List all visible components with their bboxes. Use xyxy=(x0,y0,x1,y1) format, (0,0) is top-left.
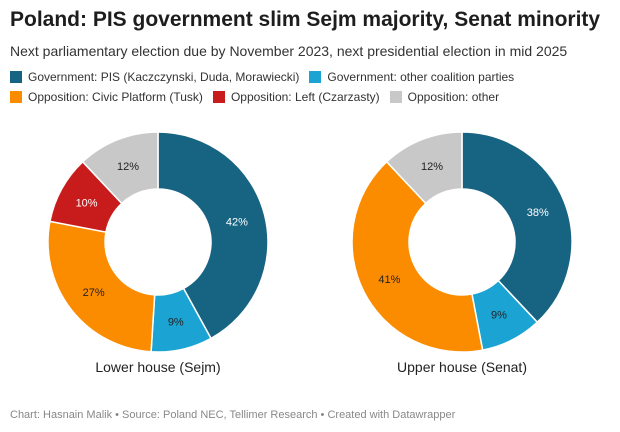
senat-slice-label-0: 38% xyxy=(527,207,549,219)
legend: Government: PIS (Kaczczynski, Duda, Mora… xyxy=(10,69,610,105)
sejm-slice-2 xyxy=(47,220,156,353)
legend-swatch-coalition xyxy=(309,71,322,83)
chart-footer: Chart: Hasnain Malik • Source: Poland NE… xyxy=(10,409,456,421)
chart-area: 42% 9% 27% 10% 12% Lower house (Sejm) 38% 9% 41%… xyxy=(0,120,620,390)
senat-slice-label-3: 12% xyxy=(421,161,443,173)
senat-slice-label-1: 9% xyxy=(491,310,507,322)
legend-item-coalition: Government: other coalition parties xyxy=(309,69,514,85)
sejm-slice-label-2: 27% xyxy=(83,287,105,299)
legend-label-civic-platform: Opposition: Civic Platform (Tusk) xyxy=(28,90,203,104)
chart-subtitle: Next parliamentary election due by Novem… xyxy=(10,43,568,59)
sejm-slice-label-3: 10% xyxy=(76,198,98,210)
legend-label-other: Opposition: other xyxy=(407,90,500,104)
legend-item-civic-platform: Opposition: Civic Platform (Tusk) xyxy=(10,89,203,105)
legend-label-pis: Government: PIS (Kaczczynski, Duda, Mora… xyxy=(28,70,300,84)
sejm-slice-label-0: 42% xyxy=(226,217,248,229)
senat-slice-label-2: 41% xyxy=(378,274,400,286)
sejm-slice-label-1: 9% xyxy=(168,317,184,329)
legend-label-left: Opposition: Left (Czarzasty) xyxy=(230,90,380,104)
legend-swatch-left xyxy=(212,91,225,103)
sejm-slice-4 xyxy=(81,131,159,205)
legend-label-coalition: Government: other coalition parties xyxy=(327,70,515,84)
legend-item-left: Opposition: Left (Czarzasty) xyxy=(212,89,380,105)
chart-title: Poland: PIS government slim Sejm majorit… xyxy=(10,8,601,31)
senat-slice-3 xyxy=(385,131,463,205)
senat-chart-title: Upper house (Senat) xyxy=(397,359,527,375)
legend-swatch-pis xyxy=(10,71,22,83)
legend-item-pis: Government: PIS (Kaczczynski, Duda, Mora… xyxy=(10,69,299,85)
donut-charts-svg: 42% 9% 27% 10% 12% Lower house (Sejm) 38% 9% 41%… xyxy=(47,131,573,375)
senat-slice-2 xyxy=(351,160,484,353)
sejm-slice-label-4: 12% xyxy=(117,161,139,173)
legend-swatch-other xyxy=(389,91,402,103)
legend-swatch-civic-platform xyxy=(10,91,22,103)
senat-slice-0 xyxy=(461,131,573,324)
sejm-slice-0 xyxy=(157,131,269,340)
sejm-chart-title: Lower house (Sejm) xyxy=(95,359,220,375)
legend-item-other: Opposition: other xyxy=(389,89,500,105)
